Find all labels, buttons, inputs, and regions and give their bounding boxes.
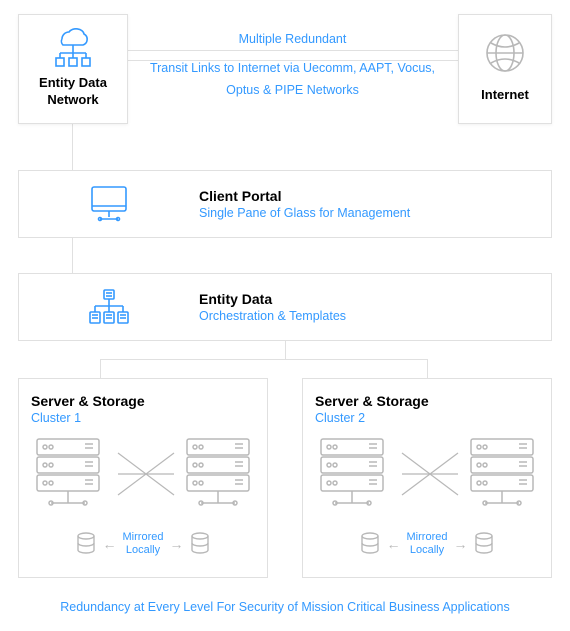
- database-icon: [359, 531, 381, 557]
- node-entity-data: Entity Data Orchestration & Templates: [18, 273, 552, 341]
- monitor-icon: [86, 181, 132, 227]
- database-icon: [473, 531, 495, 557]
- arrow-right-icon: →: [453, 536, 467, 552]
- cross-links-icon: [400, 447, 460, 507]
- cluster-1-body: [31, 435, 255, 525]
- cross-links-icon: [116, 447, 176, 507]
- server-stack-icon: [31, 435, 105, 525]
- cluster-2-subtitle: Cluster 2: [315, 411, 539, 425]
- node-internet: Internet: [458, 14, 552, 124]
- arrow-right-icon: →: [169, 536, 183, 552]
- cluster-1-mirror-label: MirroredLocally: [123, 531, 164, 556]
- connector-portal-entity: [72, 238, 73, 273]
- connector-to-cluster2: [427, 359, 428, 378]
- cloud-network-icon: [48, 25, 98, 69]
- node-internet-title: Internet: [459, 87, 551, 102]
- entity-data-subtitle: Orchestration & Templates: [199, 309, 346, 323]
- server-stack-icon: [465, 435, 539, 525]
- arrow-left-icon: ←: [103, 536, 117, 552]
- node-cluster-2: Server & Storage Cluster 2: [302, 378, 552, 578]
- server-stack-icon: [315, 435, 389, 525]
- database-icon: [189, 531, 211, 557]
- database-icon: [75, 531, 97, 557]
- node-entity-data-network: Entity Data Network: [18, 14, 128, 124]
- cluster-1-subtitle: Cluster 1: [31, 411, 255, 425]
- footer-text: Redundancy at Every Level For Security o…: [0, 600, 570, 614]
- connector-text-line2: Transit Links to Internet via Uecomm, AA…: [145, 57, 440, 102]
- client-portal-title: Client Portal: [199, 188, 410, 204]
- arrow-left-icon: ←: [387, 536, 401, 552]
- server-stack-icon: [181, 435, 255, 525]
- cluster-1-title: Server & Storage: [31, 393, 255, 409]
- cluster-2-body: [315, 435, 539, 525]
- cluster-2-mirror-row: ← MirroredLocally →: [315, 531, 539, 557]
- connector-edn-portal: [72, 124, 73, 170]
- entity-data-title: Entity Data: [199, 291, 346, 307]
- connector-text-line1: Multiple Redundant: [145, 28, 440, 51]
- client-portal-subtitle: Single Pane of Glass for Management: [199, 206, 410, 220]
- node-edn-title: Entity Data Network: [19, 75, 127, 109]
- connector-top-text: Multiple Redundant Transit Links to Inte…: [145, 28, 440, 102]
- globe-icon: [481, 29, 529, 77]
- connector-entity-down: [285, 341, 286, 359]
- node-client-portal: Client Portal Single Pane of Glass for M…: [18, 170, 552, 238]
- cluster-2-title: Server & Storage: [315, 393, 539, 409]
- connector-to-cluster1: [100, 359, 101, 378]
- cluster-2-mirror-label: MirroredLocally: [407, 531, 448, 556]
- cluster-1-mirror-row: ← MirroredLocally →: [31, 531, 255, 557]
- connector-entity-horiz: [100, 359, 428, 360]
- node-cluster-1: Server & Storage Cluster 1: [18, 378, 268, 578]
- template-tree-icon: [86, 284, 132, 330]
